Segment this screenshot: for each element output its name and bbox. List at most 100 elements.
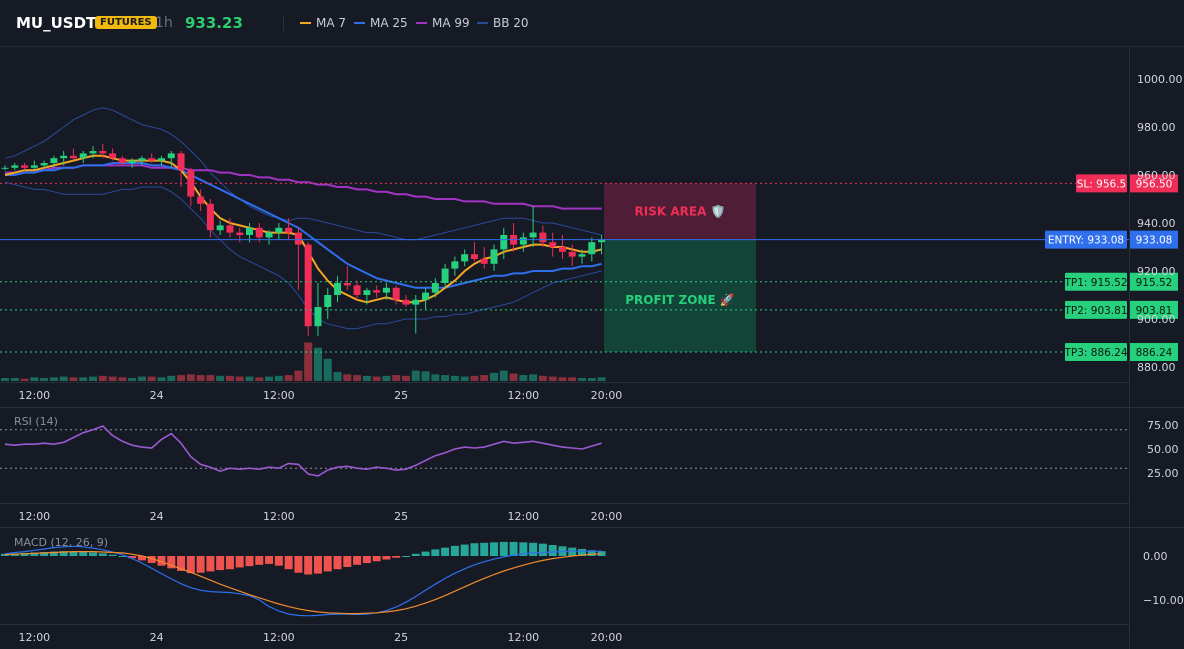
- macd-histogram-bar: [137, 556, 146, 561]
- timeframe-label[interactable]: 1h: [155, 15, 173, 31]
- tp1-tag-label: TP1: 915.52: [1063, 277, 1127, 289]
- ma99-line: [5, 164, 602, 210]
- volume-bar: [470, 375, 479, 381]
- tp3-axis-value: 886.24: [1136, 347, 1173, 359]
- candle-body: [40, 163, 48, 166]
- candle-body: [21, 165, 29, 168]
- tp3-axis-tag: [1130, 343, 1178, 362]
- symbol-name[interactable]: MU_USDT: [16, 14, 97, 32]
- volume-bar: [108, 376, 117, 381]
- volume-bar: [353, 375, 362, 381]
- candle-body: [30, 165, 38, 168]
- legend-ma25[interactable]: MA 25: [354, 16, 408, 30]
- macd-histogram-bar: [401, 556, 410, 557]
- macd-histogram-bar: [49, 551, 58, 556]
- sl-axis-value: 956.50: [1136, 178, 1173, 190]
- candle-body: [69, 155, 77, 159]
- legend-ma7-label: MA 7: [316, 16, 347, 30]
- time-tick-label: 12:00: [507, 389, 539, 402]
- volume-bar: [499, 370, 508, 381]
- volume-bar: [519, 375, 528, 381]
- macd-histogram-bar: [59, 551, 68, 556]
- time-tick-label: 12:00: [263, 631, 295, 644]
- volume-bar: [382, 375, 391, 381]
- candle-body: [431, 283, 439, 293]
- volume-bar: [304, 342, 313, 381]
- volume-bar: [186, 374, 195, 381]
- entry-axis-value: 933.08: [1136, 235, 1173, 247]
- macd-histogram-bar: [509, 541, 518, 556]
- price-tick-label: 980.00: [1137, 121, 1176, 134]
- candle-body: [568, 251, 576, 257]
- volume-bar: [392, 375, 401, 381]
- candle-body: [148, 158, 156, 161]
- volume-bar: [128, 378, 137, 381]
- macd-histogram-bar: [128, 556, 137, 559]
- volume-bar: [441, 375, 450, 381]
- candle-body: [558, 247, 566, 252]
- risk-zone-label: RISK AREA 🛡️: [635, 205, 726, 219]
- volume-bar: [411, 370, 420, 381]
- candle-body: [334, 283, 342, 295]
- macd-histogram-bar: [578, 548, 587, 556]
- candle-body: [412, 299, 420, 305]
- legend-ma25-label: MA 25: [370, 16, 408, 30]
- candle-body: [255, 227, 263, 238]
- macd-histogram-bar: [206, 556, 215, 572]
- volume-bar: [294, 370, 303, 381]
- volume-bar: [362, 375, 371, 381]
- macd-histogram-bar: [30, 552, 39, 556]
- volume-bar: [372, 376, 381, 381]
- legend-bb20-label: BB 20: [493, 16, 529, 30]
- macd-histogram-bar: [411, 553, 420, 556]
- candle-body: [128, 160, 136, 163]
- ma7-swatch-icon: [300, 22, 311, 24]
- candle-body: [246, 227, 253, 235]
- candle-body: [519, 237, 527, 245]
- price-tick-label: 1000.00: [1137, 73, 1183, 86]
- price-tick-label: 920.00: [1137, 265, 1176, 278]
- volume-bar: [49, 377, 58, 381]
- legend-ma99[interactable]: MA 99: [416, 16, 470, 30]
- candle-body: [236, 232, 244, 235]
- rsi-label: RSI (14): [14, 415, 58, 428]
- profit-zone-label: PROFIT ZONE 🚀: [625, 293, 735, 307]
- price-tick-label: 880.00: [1137, 361, 1176, 374]
- volume-bar: [333, 372, 342, 381]
- candle-body: [206, 203, 214, 231]
- macd-histogram-bar: [69, 551, 78, 556]
- volume-bar: [480, 375, 489, 381]
- time-tick-label: 24: [150, 631, 164, 644]
- candle-body: [50, 158, 58, 163]
- macd-histogram-bar: [294, 556, 303, 573]
- volume-bar: [79, 377, 88, 381]
- chart-header: MU_USDT FUTURES 1h 933.23 MA 7 MA 25 MA …: [0, 0, 1184, 46]
- macd-histogram-bar: [421, 551, 430, 556]
- legend-ma7[interactable]: MA 7: [300, 16, 346, 30]
- macd-histogram-bar: [177, 556, 186, 571]
- candle-body: [265, 232, 273, 238]
- macd-histogram-bar: [529, 542, 538, 556]
- sl-tag-label: SL: 956.5: [1077, 178, 1126, 190]
- time-tick-label: 12:00: [263, 510, 295, 523]
- time-tick-label: 12:00: [263, 389, 295, 402]
- macd-histogram-bar: [441, 547, 450, 556]
- volume-bar: [460, 376, 469, 381]
- tp2-tag: [1065, 300, 1127, 319]
- rsi-tick-label: 75.00: [1147, 419, 1179, 432]
- candle-body: [118, 158, 126, 163]
- macd-histogram-bar: [235, 556, 244, 568]
- time-tick-label: 25: [394, 389, 408, 402]
- candle-body: [353, 285, 361, 295]
- moving-averages: [4, 154, 602, 304]
- time-tick-label: 12:00: [18, 510, 50, 523]
- volume-bar: [118, 377, 127, 381]
- volume-bar: [421, 371, 430, 381]
- legend-bb20[interactable]: BB 20: [477, 16, 529, 30]
- macd-histogram-bar: [1, 553, 9, 556]
- volume-bar: [343, 374, 352, 381]
- time-tick-label: 20:00: [591, 389, 623, 402]
- candle-body: [285, 227, 293, 233]
- volume-bar: [235, 376, 244, 381]
